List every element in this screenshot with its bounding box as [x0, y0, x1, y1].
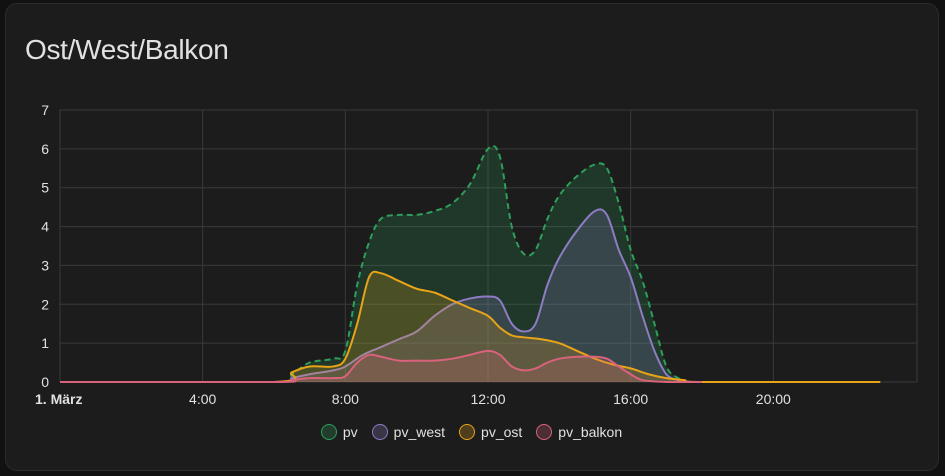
chart-legend: pv pv_west pv_ost pv_balkon: [0, 424, 945, 440]
series-line-pv: [60, 144, 702, 384]
y-tick-label: 2: [41, 296, 49, 312]
y-tick-label: 7: [41, 102, 49, 118]
legend-item-pv[interactable]: pv: [320, 424, 358, 440]
legend-label: pv_west: [393, 424, 446, 440]
series-line-pv_ost: [60, 270, 881, 384]
y-tick-label: 4: [41, 219, 49, 235]
x-tick-label: 8:00: [332, 391, 359, 407]
series-line-pv_west: [60, 208, 702, 384]
y-tick-label: 5: [41, 180, 49, 196]
x-tick-label: 16:00: [613, 391, 648, 407]
x-tick-label: 20:00: [756, 391, 791, 407]
y-tick-label: 0: [41, 374, 49, 390]
legend-swatch: [371, 424, 388, 440]
y-tick-label: 3: [41, 257, 49, 273]
legend-swatch: [320, 424, 337, 440]
legend-swatch: [459, 424, 476, 440]
legend-label: pv_balkon: [558, 424, 623, 440]
x-tick-label: 4:00: [189, 391, 216, 407]
x-tick-label: 1. März: [35, 391, 82, 407]
chart-card: [5, 3, 939, 471]
series-line-pv_balkon: [60, 349, 702, 384]
y-tick-label: 6: [41, 141, 49, 157]
legend-swatch: [536, 424, 553, 440]
legend-label: pv_ost: [481, 424, 523, 440]
y-tick-label: 1: [41, 335, 49, 351]
series-area-pv_ost: [60, 271, 881, 382]
card-title: Ost/West/Balkon: [25, 34, 229, 65]
legend-label: pv: [342, 424, 358, 440]
legend-item-pv_west[interactable]: pv_west: [371, 424, 446, 440]
legend-item-pv_balkon[interactable]: pv_balkon: [536, 424, 622, 440]
series-area-pv: [60, 145, 702, 382]
series-area-pv_balkon: [60, 350, 702, 382]
legend-item-pv_ost[interactable]: pv_ost: [459, 424, 522, 440]
x-tick-label: 12:00: [470, 391, 505, 407]
